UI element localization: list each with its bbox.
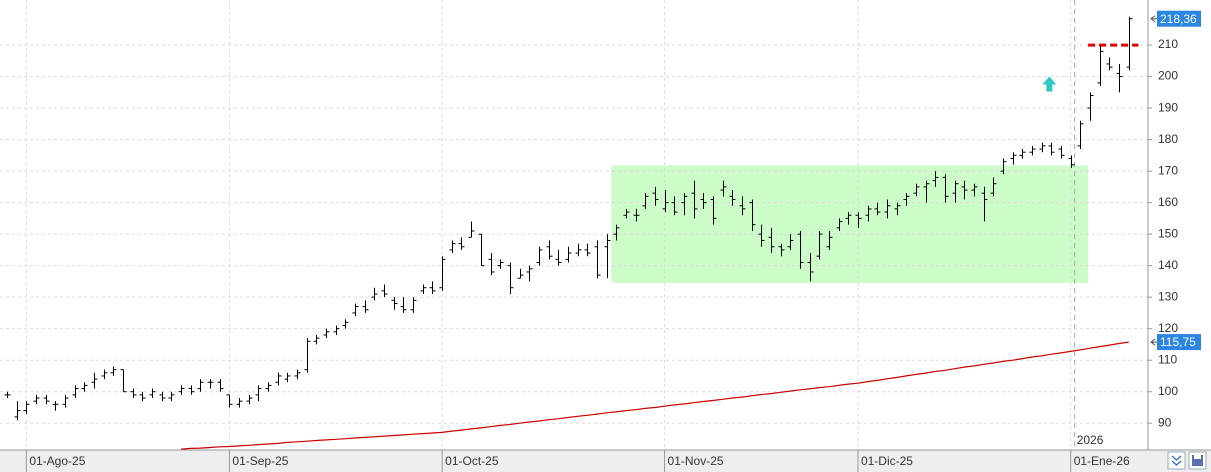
y-tick-label: 140 [1158, 258, 1178, 272]
x-tick-label: 01-Dic-25 [861, 454, 913, 468]
toolbar-icons [1167, 451, 1207, 470]
last-value-pointer [1150, 338, 1157, 346]
axes: 90 100 110 120 130 140 150 160 170 180 190 200 210 01… [25, 10, 1201, 472]
y-tick-label: 150 [1158, 226, 1178, 240]
y-tick-label: 160 [1158, 195, 1178, 209]
last-value-box [1157, 334, 1201, 351]
x-tick-label: 01-Nov-25 [668, 454, 724, 468]
y-tick-label: 180 [1158, 132, 1178, 146]
highlight-zone [611, 165, 1089, 283]
y-tick-label: 190 [1158, 100, 1178, 114]
collapse-glyph [1171, 455, 1182, 466]
last-value-label: 115,75 [1160, 335, 1196, 349]
up-arrow [1042, 76, 1057, 92]
y-tick-label: 120 [1158, 321, 1178, 335]
last-value-label: 218,36 [1160, 12, 1197, 26]
save-glyph [1192, 455, 1203, 466]
y-tick-label: 210 [1158, 37, 1178, 51]
plot-area: 2026 [0, 0, 1148, 450]
last-value-pointer [1150, 15, 1157, 23]
y-tick-label: 130 [1158, 289, 1178, 303]
y-tick-label: 90 [1158, 415, 1172, 429]
y-tick-label: 200 [1158, 69, 1178, 83]
save-glyph-label [1194, 455, 1201, 459]
y-tick-label: 110 [1158, 352, 1177, 366]
x-tick-label: 01-Oct-25 [445, 454, 499, 468]
x-tick-label: 01-Ene-26 [1074, 454, 1130, 468]
y-tick-label: 100 [1158, 384, 1178, 398]
year-label: 2026 [1077, 433, 1104, 447]
last-value-box [1157, 10, 1201, 27]
y-tick-label: 170 [1158, 163, 1178, 177]
x-tick-label: 01-Ago-25 [29, 454, 85, 468]
x-axis-strip [0, 450, 1211, 472]
x-tick-label: 01-Sep-25 [232, 454, 288, 468]
moving-average-line [181, 341, 1129, 450]
